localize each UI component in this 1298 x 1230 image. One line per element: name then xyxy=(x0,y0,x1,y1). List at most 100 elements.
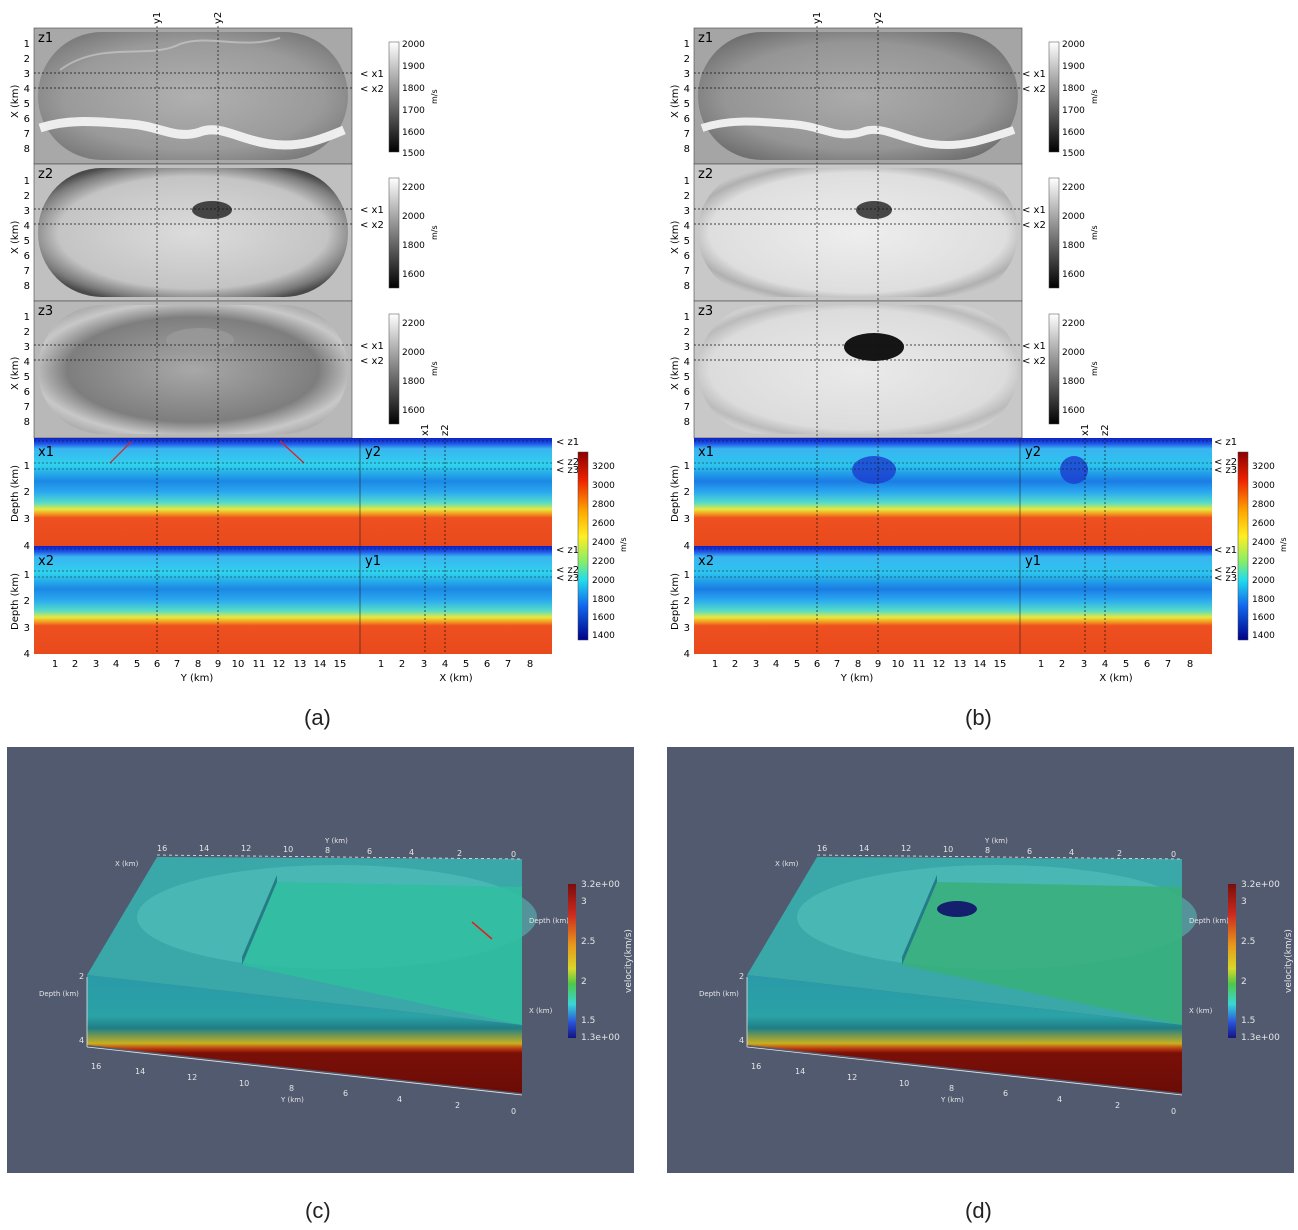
svg-text:1600: 1600 xyxy=(1062,128,1085,138)
depth-axis-label-1: Depth (km) xyxy=(10,465,21,522)
x-axis-ticks-z1: 1 2 3 4 5 6 7 8 xyxy=(684,39,690,155)
svg-text:< x1: < x1 xyxy=(360,69,384,80)
z-markers: < z1< z2< z3 < z1< z2< z3 xyxy=(1214,437,1237,584)
y-axis-bottom-ticks: 16 14 12 10 8 6 4 2 0 xyxy=(751,1062,1176,1116)
svg-text:1: 1 xyxy=(684,461,690,472)
svg-text:1.5: 1.5 xyxy=(1241,1016,1255,1026)
svg-text:1600: 1600 xyxy=(402,128,425,138)
svg-text:4: 4 xyxy=(684,649,690,660)
svg-text:0: 0 xyxy=(1171,1107,1176,1116)
map-slice-z3: z3 xyxy=(693,300,1023,439)
svg-text:< z2: < z2 xyxy=(1214,565,1237,576)
svg-text:< x1: < x1 xyxy=(1022,205,1046,216)
svg-text:< z2: < z2 xyxy=(1214,457,1237,468)
svg-text:4: 4 xyxy=(24,84,30,95)
depth-axis-label-left: Depth (km) xyxy=(39,990,79,998)
svg-text:2200: 2200 xyxy=(402,319,425,329)
svg-text:2: 2 xyxy=(1115,1101,1120,1110)
svg-text:3: 3 xyxy=(1081,659,1087,670)
section-top-label-z2: z2 xyxy=(440,424,451,436)
svg-text:2800: 2800 xyxy=(592,500,615,510)
svg-text:3: 3 xyxy=(24,623,30,634)
x-axis-ticks-z3: 1 2 3 4 5 6 7 8 xyxy=(24,312,30,428)
svg-text:14: 14 xyxy=(974,659,987,670)
svg-text:m/s: m/s xyxy=(1090,361,1099,376)
svg-text:7: 7 xyxy=(24,129,30,140)
svg-text:4: 4 xyxy=(24,541,30,552)
svg-text:2: 2 xyxy=(1241,977,1247,987)
x-axis-label-top: X (km) xyxy=(775,860,799,868)
svg-text:3: 3 xyxy=(684,342,690,353)
svg-text:8: 8 xyxy=(325,846,330,855)
svg-text:3: 3 xyxy=(684,69,690,80)
svg-text:13: 13 xyxy=(954,659,967,670)
map-slice-z1: z1 xyxy=(693,27,1023,165)
depth-axis-label-2: Depth (km) xyxy=(10,573,21,630)
svg-text:7: 7 xyxy=(24,402,30,413)
svg-text:1600: 1600 xyxy=(1062,270,1085,280)
svg-text:3000: 3000 xyxy=(1252,481,1275,491)
svg-text:5: 5 xyxy=(1123,659,1129,670)
svg-text:6: 6 xyxy=(24,251,30,262)
svg-text:9: 9 xyxy=(215,659,221,670)
section-label-y2: y2 xyxy=(365,445,381,460)
section-top-label-x1: x1 xyxy=(420,424,431,436)
svg-text:16: 16 xyxy=(751,1062,761,1071)
svg-text:4: 4 xyxy=(113,659,119,670)
svg-text:3: 3 xyxy=(93,659,99,670)
caption-b: (b) xyxy=(965,705,992,730)
svg-text:< z1: < z1 xyxy=(1214,437,1237,448)
depth-axis-label-left: Depth (km) xyxy=(699,990,739,998)
y-axis-label: Y (km) xyxy=(840,673,874,684)
svg-text:1: 1 xyxy=(712,659,718,670)
axis-frame xyxy=(746,854,1183,1096)
svg-text:m/s: m/s xyxy=(430,225,439,240)
svg-text:6: 6 xyxy=(1003,1089,1008,1098)
x-axis-label-z3: X (km) xyxy=(670,357,681,390)
svg-text:2.5: 2.5 xyxy=(1241,937,1255,947)
depth-axis-label-1: Depth (km) xyxy=(670,465,681,522)
svg-text:4: 4 xyxy=(1057,1095,1062,1104)
svg-text:2600: 2600 xyxy=(592,519,615,529)
depth-axis-row-2: 1 2 3 4 xyxy=(684,570,690,660)
section-label-x2: x2 xyxy=(38,554,54,569)
caption-a: (a) xyxy=(304,705,331,730)
section-top-label-z2: z2 xyxy=(1100,424,1111,436)
volume-block xyxy=(87,857,537,1093)
svg-text:2: 2 xyxy=(732,659,738,670)
svg-text:4: 4 xyxy=(1102,659,1108,670)
svg-text:3: 3 xyxy=(24,514,30,525)
svg-text:2: 2 xyxy=(457,849,462,858)
svg-text:< x2: < x2 xyxy=(1022,84,1046,95)
svg-text:4: 4 xyxy=(684,357,690,368)
svg-text:10: 10 xyxy=(899,1079,909,1088)
section-row-1: x1 y2 xyxy=(34,438,552,546)
x-axis-ticks-z1: 1 2 3 4 5 6 7 8 xyxy=(24,39,30,155)
svg-text:8: 8 xyxy=(985,846,990,855)
svg-text:0: 0 xyxy=(1171,850,1176,859)
colorbar-z3: 2200 2000 1800 1600 m/s xyxy=(1048,313,1099,425)
svg-text:< z3: < z3 xyxy=(1214,465,1237,476)
svg-text:2600: 2600 xyxy=(1252,519,1275,529)
x-marker-lines xyxy=(34,72,352,361)
svg-text:1: 1 xyxy=(24,176,30,187)
svg-text:1800: 1800 xyxy=(402,241,425,251)
velocity-colorbar: 3200 3000 2800 2600 2400 2200 2000 1800 1600… xyxy=(1237,451,1288,641)
svg-text:10: 10 xyxy=(239,1079,249,1088)
svg-text:m/s: m/s xyxy=(619,537,628,552)
y-axis-label-top: Y (km) xyxy=(984,837,1008,845)
svg-text:2200: 2200 xyxy=(402,183,425,193)
xs-axis-ticks: 1 2 3 4 5 6 7 8 xyxy=(378,659,533,670)
xs-axis-label: X (km) xyxy=(439,673,472,684)
svg-text:1800: 1800 xyxy=(1062,84,1085,94)
velocity-colorbar: 3200 3000 2800 2600 2400 2200 2000 1800 1600… xyxy=(577,451,628,641)
svg-text:8: 8 xyxy=(24,281,30,292)
svg-text:5: 5 xyxy=(684,372,690,383)
svg-text:7: 7 xyxy=(684,266,690,277)
svg-text:2: 2 xyxy=(684,191,690,202)
x-axis-ticks-z2: 1 2 3 4 5 6 7 8 xyxy=(684,176,690,292)
svg-text:1900: 1900 xyxy=(1062,62,1085,72)
svg-text:< z3: < z3 xyxy=(556,465,579,476)
